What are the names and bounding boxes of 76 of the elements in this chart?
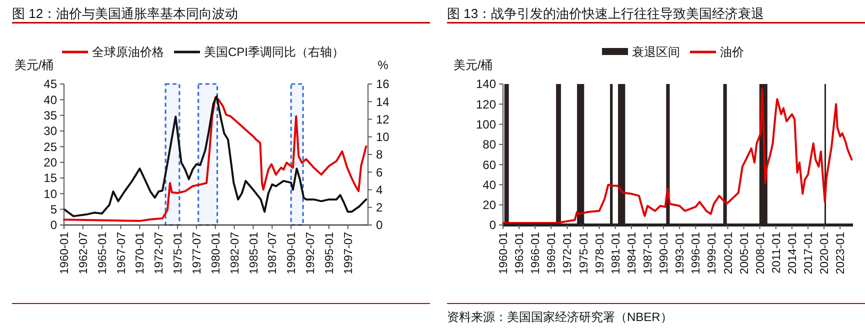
x-tick-label: 1970-01	[134, 232, 147, 274]
legend-label: 美国CPI季调同比（右轴）	[204, 45, 344, 60]
x-tick-label: 1975-01	[172, 232, 185, 274]
legend-label: 衰退区间	[632, 45, 680, 60]
y-tick-label: 0	[489, 218, 496, 232]
y2-tick-label: 0	[376, 218, 383, 232]
y2-tick-label: 16	[376, 77, 390, 92]
y-tick-label: 60	[482, 158, 496, 172]
legend-label: 油价	[720, 45, 744, 60]
y2-axis-title: %	[378, 58, 389, 72]
y2-tick-label: 12	[376, 112, 390, 126]
y-tick-label: 5	[50, 202, 58, 217]
x-tick-label: 2005-01	[738, 232, 751, 274]
x-tick-label: 1978-01	[594, 232, 606, 274]
y-tick-label: 40	[44, 92, 58, 107]
legend-label: 全球原油价格	[92, 45, 164, 60]
x-tick-label: 1987-07	[267, 232, 280, 274]
x-tick-label: 1995-01	[324, 232, 336, 274]
y-tick-label: 20	[44, 156, 58, 170]
y2-tick-label: 4	[376, 182, 383, 197]
x-tick-label: 1960-01	[59, 232, 72, 274]
y-tick-label: 100	[476, 117, 496, 132]
x-tick-label: 1993-01	[674, 232, 687, 274]
x-tick-label: 1967-07	[116, 232, 128, 274]
x-tick-label: 1969-01	[546, 232, 558, 274]
x-tick-label: 2014-01	[786, 232, 799, 274]
x-tick-label: 1977-07	[191, 232, 204, 274]
chart-title: 图 13：战争引发的油价快速上行往往导致美国经济衰退	[447, 6, 764, 21]
x-tick-label: 1996-01	[690, 232, 703, 274]
x-tick-label: 1966-01	[530, 232, 542, 274]
x-tick-label: 1963-01	[514, 232, 526, 274]
y2-tick-label: 2	[376, 200, 383, 215]
x-tick-label: 1960-01	[498, 232, 510, 274]
y-tick-label: 0	[50, 218, 58, 232]
y-tick-label: 10	[44, 186, 58, 201]
x-tick-label: 1962-07	[78, 232, 90, 274]
x-tick-label: 2002-01	[722, 232, 735, 274]
x-tick-label: 1987-01	[642, 232, 654, 274]
x-tick-label: 1990-01	[658, 232, 671, 274]
y-tick-label: 25	[44, 140, 58, 154]
y-tick-label: 45	[44, 77, 58, 92]
x-tick-label: 1984-01	[626, 232, 638, 274]
x-tick-label: 1982-07	[229, 232, 242, 274]
y-tick-label: 20	[482, 198, 496, 212]
line-series	[502, 88, 853, 224]
y-tick-label: 140	[476, 77, 496, 92]
x-tick-label: 1972-07	[154, 232, 166, 274]
chart-title: 图 12：油价与美国通胀率基本同向波动	[12, 6, 238, 21]
y-tick-label: 30	[44, 124, 58, 138]
x-tick-label: 2008-01	[754, 232, 767, 274]
x-tick-label: 2011-01	[770, 232, 783, 274]
x-tick-label: 1981-01	[610, 232, 622, 274]
y2-tick-label: 6	[376, 165, 383, 180]
y2-tick-label: 10	[376, 130, 390, 144]
y2-tick-label: 14	[376, 94, 390, 109]
x-tick-label: 1999-01	[706, 232, 719, 274]
y2-tick-label: 8	[376, 148, 383, 162]
x-tick-label: 1972-01	[562, 232, 574, 274]
y-tick-label: 80	[482, 138, 496, 152]
x-tick-label: 1985-01	[248, 232, 260, 274]
x-tick-label: 1997-07	[342, 232, 355, 274]
x-tick-label: 1992-07	[305, 232, 317, 274]
x-tick-label: 2017-01	[803, 232, 816, 274]
x-tick-label: 2020-01	[819, 232, 832, 274]
y-tick-label: 40	[482, 178, 496, 192]
text: 资料来源：美国国家经济研究署（NBER）	[447, 310, 672, 324]
y-axis-title: 美元/桶	[453, 58, 493, 72]
x-tick-label: 1980-01	[210, 232, 222, 274]
x-tick-label: 1975-01	[578, 232, 590, 274]
y-tick-label: 35	[44, 108, 58, 123]
y-tick-label: 120	[476, 97, 496, 112]
x-tick-label: 1965-01	[96, 232, 109, 274]
y-axis-title: 美元/桶	[14, 58, 54, 72]
x-tick-label: 1990-01	[286, 232, 298, 274]
y-tick-label: 15	[44, 171, 58, 186]
x-tick-label: 2023-01	[835, 232, 848, 274]
